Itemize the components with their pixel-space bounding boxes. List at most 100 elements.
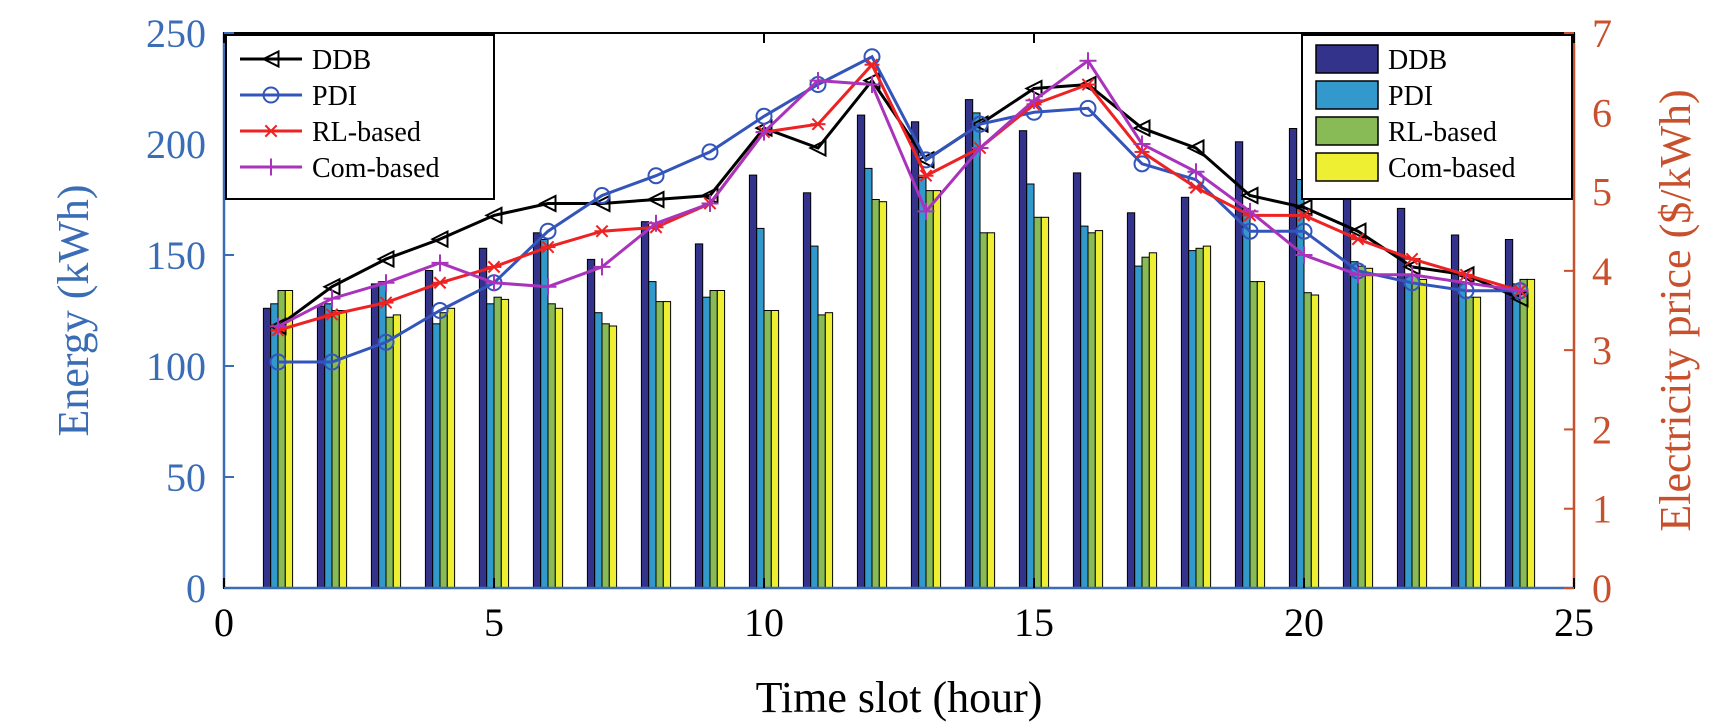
point-pdi-4 <box>431 302 449 319</box>
x-tick-label: 15 <box>1014 600 1054 645</box>
point-com-based-13 <box>917 202 935 220</box>
point-com-based-24 <box>1511 282 1529 300</box>
bar-pdi-8 <box>648 281 657 589</box>
y-left-tick-label: 100 <box>146 344 206 389</box>
x-tick-label: 5 <box>484 600 504 645</box>
bar-series-pdi <box>270 112 1521 589</box>
legend-line-entry-ddb: DDB <box>240 45 371 76</box>
point-ddb-4 <box>430 230 449 249</box>
y-right-tick-label: 6 <box>1592 90 1612 135</box>
bar-series-rl-based <box>277 190 1528 589</box>
bar-rl-based-13 <box>925 190 934 589</box>
bar-pdi-11 <box>810 245 819 589</box>
bar-com-based-2 <box>338 310 348 589</box>
point-com-based-20 <box>1295 246 1313 264</box>
point-pdi-16 <box>1079 99 1097 117</box>
point-rl-based-4 <box>432 276 448 290</box>
y-left-tick-label: 50 <box>166 455 206 500</box>
bar-rl-based-14 <box>979 232 988 589</box>
bar-com-based-15 <box>1040 216 1050 589</box>
bar-com-based-19 <box>1256 281 1266 589</box>
line-rl-based-path <box>277 62 1521 332</box>
y-left-tick-label: 0 <box>186 566 206 611</box>
legend-marker-rl-based <box>263 124 279 138</box>
point-com-based-23 <box>1457 274 1475 292</box>
bar-pdi-23 <box>1458 283 1467 589</box>
legend-line-label: PDI <box>312 81 357 112</box>
bar-pdi-7 <box>594 312 603 589</box>
bar-com-based-24 <box>1526 278 1536 589</box>
point-com-based-21 <box>1349 266 1367 284</box>
x-tick-label: 25 <box>1554 600 1594 645</box>
legend-marker-ddb <box>261 49 280 69</box>
point-pdi-3 <box>377 333 395 351</box>
point-rl-based-7 <box>594 224 610 238</box>
bar-rl-based-21 <box>1357 265 1366 589</box>
point-com-based-6 <box>539 278 557 296</box>
y-right-tick-label: 3 <box>1592 328 1612 373</box>
bar-pdi-10 <box>756 227 765 589</box>
legend-bars: DDB PDI RL-based Com-based <box>1301 34 1573 200</box>
point-rl-based-13 <box>918 169 934 183</box>
legend-bar-entry-ddb: DDB <box>1315 44 1447 76</box>
line-com-based-path <box>277 58 1521 328</box>
bar-com-based-7 <box>608 325 618 589</box>
bar-com-based-4 <box>446 307 456 589</box>
y-right-tick-label: 5 <box>1592 170 1612 215</box>
legend-bar-entry-pdi: PDI <box>1315 80 1433 112</box>
bar-com-based-18 <box>1202 245 1212 589</box>
x-tick-label: 10 <box>744 600 784 645</box>
point-pdi-9 <box>701 143 719 161</box>
legend-marker-pdi <box>262 86 280 104</box>
point-com-based-16 <box>1079 52 1097 70</box>
y-right-tick-label: 0 <box>1592 566 1612 611</box>
bar-ddb-9 <box>694 243 704 589</box>
point-ddb-18 <box>1186 138 1205 158</box>
point-com-based-18 <box>1187 163 1205 181</box>
legend-lines: DDB PDI RL-based Com-based <box>225 34 495 200</box>
bar-rl-based-11 <box>817 314 826 589</box>
legend-bar-entry-com-based: Com-based <box>1315 152 1516 184</box>
bar-rl-based-23 <box>1465 296 1474 589</box>
point-ddb-11 <box>808 138 827 158</box>
point-rl-based-18 <box>1188 181 1204 194</box>
bar-rl-based-9 <box>709 290 718 589</box>
point-ddb-17 <box>1132 119 1151 138</box>
legend-swatch-com-based <box>1315 152 1379 182</box>
bar-com-based-12 <box>878 201 888 589</box>
legend-line-label: DDB <box>312 45 371 76</box>
bar-pdi-14 <box>972 112 981 589</box>
bars-layer <box>262 99 1536 589</box>
legend-swatch-rl-based <box>1315 116 1379 146</box>
bar-ddb-17 <box>1126 212 1136 589</box>
point-pdi-6 <box>539 222 557 240</box>
point-ddb-5 <box>484 206 503 225</box>
bar-com-based-3 <box>392 314 402 589</box>
bar-pdi-24 <box>1512 283 1521 589</box>
point-pdi-8 <box>647 167 665 185</box>
point-ddb-8 <box>646 190 665 209</box>
y-left-tick-label: 200 <box>146 122 206 167</box>
point-ddb-21 <box>1348 222 1367 241</box>
bar-rl-based-18 <box>1195 247 1204 589</box>
bar-pdi-21 <box>1350 261 1359 589</box>
point-pdi-7 <box>593 187 611 205</box>
bar-pdi-15 <box>1026 183 1035 589</box>
bar-rl-based-15 <box>1033 216 1042 589</box>
bar-ddb-10 <box>748 174 758 589</box>
bar-rl-based-22 <box>1411 274 1420 589</box>
bar-ddb-3 <box>370 283 380 589</box>
bar-rl-based-24 <box>1519 278 1528 589</box>
bar-com-based-16 <box>1094 230 1104 589</box>
bar-rl-based-2 <box>331 310 340 589</box>
point-ddb-6 <box>538 194 557 213</box>
point-pdi-14 <box>971 115 989 133</box>
point-pdi-17 <box>1133 155 1151 173</box>
bar-com-based-21 <box>1364 267 1374 589</box>
bar-pdi-4 <box>432 323 441 589</box>
bar-com-based-9 <box>716 290 726 589</box>
bar-ddb-14 <box>964 99 974 589</box>
point-com-based-1 <box>269 317 287 335</box>
bar-pdi-6 <box>540 239 549 589</box>
